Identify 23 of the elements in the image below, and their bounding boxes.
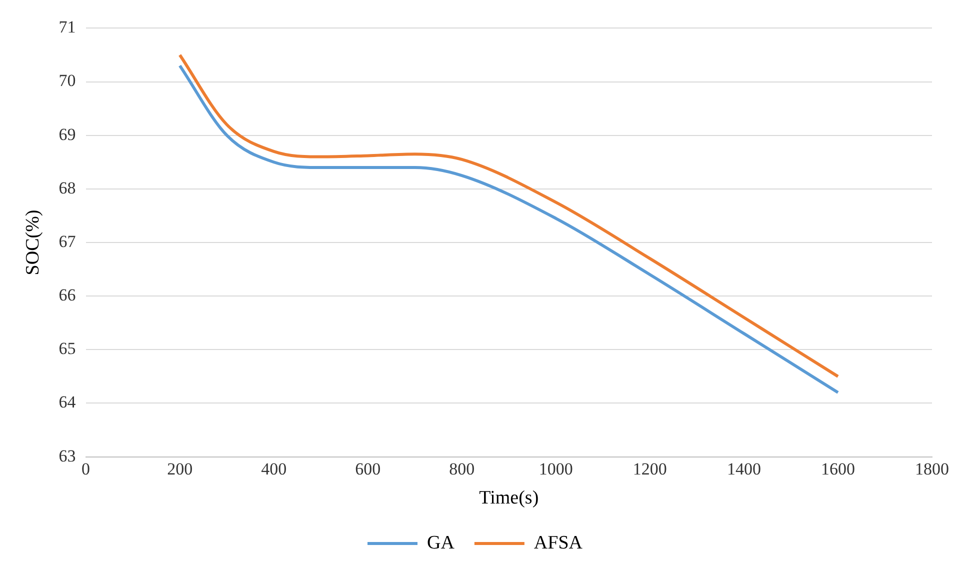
y-tick-label: 71 xyxy=(58,18,76,37)
y-tick-label: 68 xyxy=(58,178,76,198)
y-tick-label: 70 xyxy=(58,71,76,90)
y-tick-label: 69 xyxy=(58,124,76,144)
y-tick-label: 64 xyxy=(58,392,76,412)
y-tick-label: 63 xyxy=(58,446,76,466)
x-tick-label: 800 xyxy=(449,459,475,478)
y-tick-label: 66 xyxy=(58,286,76,305)
y-tick-label: 67 xyxy=(58,232,76,251)
y-tick-label: 65 xyxy=(58,339,76,358)
x-tick-label: 1200 xyxy=(632,459,667,478)
x-tick-label: 1400 xyxy=(726,459,761,478)
x-tick-label: 200 xyxy=(167,459,193,478)
x-tick-label: 1800 xyxy=(915,459,949,478)
y-axis-title: SOC(%) xyxy=(22,210,44,276)
x-tick-label: 1600 xyxy=(820,459,855,478)
x-tick-label: 1000 xyxy=(538,459,573,478)
x-tick-label: 600 xyxy=(355,459,381,478)
legend-label: AFSA xyxy=(534,532,583,554)
x-axis-title: Time(s) xyxy=(479,488,539,509)
x-tick-label: 400 xyxy=(261,459,287,478)
x-tick-label: 0 xyxy=(82,459,90,478)
legend-label: GA xyxy=(426,532,455,554)
